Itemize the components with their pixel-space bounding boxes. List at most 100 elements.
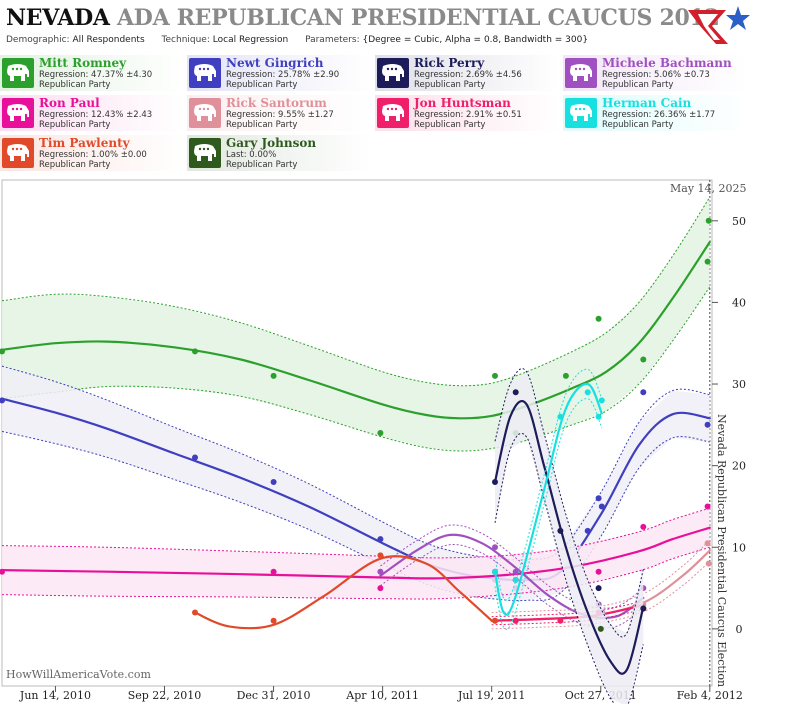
poll-point [640, 356, 647, 363]
event-label: Nevada Republican Presidential Caucus El… [715, 414, 728, 687]
poll-point [192, 609, 198, 616]
technique-label: Technique: [161, 35, 210, 45]
elephant-icon [2, 98, 34, 128]
poll-point [192, 348, 198, 355]
poll-point [704, 503, 711, 510]
y-tick-label: 0 [736, 623, 743, 636]
poll-point [704, 540, 711, 547]
candidate-name: Rick Santorum [226, 96, 327, 110]
legend-card-tim-pawlenty[interactable]: Tim Pawlenty Regression: 1.00% ±0.00 Repub… [0, 135, 185, 171]
poll-point [557, 527, 564, 534]
confidence-upper-line [494, 368, 603, 601]
legend-card-herman-cain[interactable]: Herman Cain Regression: 26.36% ±1.77 Repub… [563, 95, 748, 131]
poll-point [270, 479, 277, 485]
party-label: Republican Party [39, 160, 111, 170]
y-tick-label: 40 [732, 296, 746, 309]
candidate-name: Jon Huntsman [414, 96, 511, 110]
legend-card-gary-johnson[interactable]: Gary Johnson Last: 0.00% Republican Party [187, 135, 372, 171]
legend-card-ron-paul[interactable]: Ron Paul Regression: 12.43% ±2.43 Republic… [0, 95, 185, 131]
candidate-name: Herman Cain [602, 96, 692, 110]
poll-point [640, 605, 647, 612]
page-title: NEVADA ADA REPUBLICAN PRESIDENTIAL CAUCU… [6, 5, 720, 31]
watermark: HowWillAmericaVote.com [6, 668, 151, 681]
candidate-name: Tim Pawlenty [39, 136, 130, 150]
legend-card-mitt-romney[interactable]: Mitt Romney Regression: 47.37% ±4.30 Repub… [0, 55, 185, 91]
x-tick-label: Jun 14, 2010 [19, 689, 91, 702]
confidence-band [495, 371, 644, 704]
parameters-value: {Degree = Cubic, Alpha = 0.8, Bandwidth … [362, 35, 589, 45]
y-tick-label: 30 [732, 378, 746, 391]
party-label: Republican Party [414, 120, 486, 130]
parameters-label: Parameters: [305, 35, 360, 45]
regression-line [0, 526, 711, 580]
regression-value: Last: 0.00% [226, 150, 277, 160]
party-label: Republican Party [602, 80, 674, 90]
confidence-band [2, 366, 710, 601]
elephant-icon [189, 98, 221, 128]
elephant-icon [377, 58, 409, 88]
poll-point [512, 568, 519, 575]
party-label: Republican Party [414, 80, 486, 90]
poll-point [492, 479, 498, 485]
poll-point [377, 568, 384, 575]
legend-card-jon-huntsman[interactable]: Jon Huntsman Regression: 2.91% ±0.51 Repub… [375, 95, 560, 131]
poll-point [492, 544, 498, 551]
confidence-lower-line [491, 608, 644, 626]
regression-line [0, 240, 711, 420]
confidence-band [2, 508, 710, 599]
legend-card-rick-perry[interactable]: Rick Perry Regression: 2.69% ±4.56 Republi… [375, 55, 560, 91]
confidence-lower-line [491, 560, 711, 630]
confidence-upper-line [491, 539, 711, 613]
poll-point [0, 397, 5, 404]
x-tick-label: Dec 31, 2010 [237, 689, 311, 702]
poll-point [595, 413, 602, 420]
elephant-icon [377, 98, 409, 128]
poll-point [0, 568, 5, 575]
regression-value: Regression: 12.43% ±2.43 [39, 110, 153, 120]
date-stamp: May 14, 2025 [670, 182, 747, 195]
poll-point [704, 258, 711, 265]
poll-point [640, 389, 647, 396]
party-label: Republican Party [226, 160, 298, 170]
candidate-legend: Mitt Romney Regression: 47.37% ±4.30 Repub… [0, 55, 789, 175]
poll-point [598, 397, 605, 404]
legend-card-rick-santorum[interactable]: Rick Santorum Regression: 9.55% ±1.27 Repu… [187, 95, 372, 131]
poll-point [492, 617, 498, 624]
elephant-icon [2, 58, 34, 88]
series-mitt-romney [0, 196, 712, 452]
poll-point [492, 372, 498, 379]
poll-point [640, 523, 647, 530]
poll-point [192, 454, 198, 461]
y-tick-label: 20 [732, 460, 746, 473]
legend-card-michele-bachmann[interactable]: Michele Bachmann Regression: 5.06% ±0.73 R… [563, 55, 748, 91]
poll-point [270, 372, 277, 379]
poll-point [704, 421, 711, 428]
poll-point [595, 568, 602, 575]
legend-card-newt-gingrich[interactable]: Newt Gingrich Regression: 25.78% ±2.90 Rep… [187, 55, 372, 91]
regression-value: Regression: 5.06% ±0.73 [602, 70, 710, 80]
x-tick-label: Feb 4, 2012 [677, 689, 743, 702]
regression-value: Regression: 2.91% ±0.51 [414, 110, 522, 120]
demographic-value: All Respondents [72, 35, 145, 45]
candidate-name: Mitt Romney [39, 56, 127, 70]
confidence-upper-line [1, 507, 710, 559]
candidate-name: Rick Perry [414, 56, 485, 70]
elephant-icon [189, 58, 221, 88]
confidence-lower-line [1, 546, 710, 600]
confidence-upper-line [1, 196, 711, 387]
poll-point [377, 552, 384, 559]
poll-point [557, 617, 564, 624]
poll-point [512, 617, 519, 624]
poll-point [595, 495, 602, 502]
poll-point [705, 217, 712, 224]
chart-parameters: Demographic: All Respondents Technique: … [6, 35, 588, 45]
header: NEVADA ADA REPUBLICAN PRESIDENTIAL CAUCU… [0, 0, 789, 50]
regression-line [493, 399, 645, 675]
elephant-icon [565, 58, 597, 88]
elephant-icon [565, 98, 597, 128]
poll-point [584, 389, 591, 396]
candidate-name: Ron Paul [39, 96, 100, 110]
poll-point [595, 315, 602, 322]
confidence-upper-line [1, 365, 710, 561]
series-tim-pawlenty [192, 552, 498, 630]
